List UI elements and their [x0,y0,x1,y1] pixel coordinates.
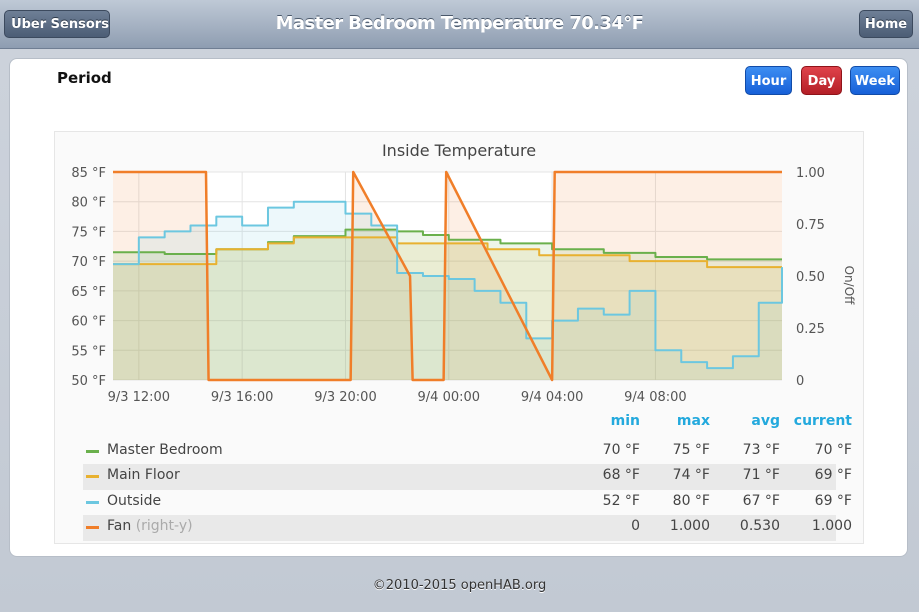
series-lines [113,170,783,382]
legend-avg: 0.530 [739,518,780,534]
legend-min: 68 °F [602,467,640,483]
legend-avg: 71 °F [742,467,780,483]
legend-header-row: min max avg current [83,413,852,439]
legend-row-outside: Outside 52 °F 80 °F 67 °F 69 °F [83,490,852,516]
legend-name: Main Floor [107,467,180,483]
legend-min: 70 °F [602,441,640,458]
legend-row-main-floor: Main Floor 68 °F 74 °F 71 °F 69 °F [83,464,852,490]
legend-current: 1.000 [811,518,852,534]
chart-card: Period Hour Day Week Inside Temperature … [9,58,908,557]
x-tick-label: 9/4 04:00 [521,390,584,405]
series-area-main-floor [113,237,782,380]
series-area-master-bedroom [113,229,782,380]
legend-swatch [86,475,99,478]
legend-name: Outside [107,492,162,509]
y-right-tick-label: 0.25 [796,322,825,337]
legend-table: min max avg current Master Bedroom 70 °F… [83,413,852,541]
legend-header-max: max [676,413,710,429]
legend-max: 80 °F [672,492,710,509]
back-button[interactable]: Uber Sensors [4,10,110,38]
y-right-tick-label: 0.50 [796,270,825,285]
page-title: Master Bedroom Temperature 70.34°F [275,13,644,34]
legend-row-master-bedroom: Master Bedroom 70 °F 75 °F 73 °F 70 °F [83,439,852,465]
y-left-tick-label: 80 °F [71,196,106,211]
y-left-tick-label: 50 °F [71,374,106,389]
legend-min: 52 °F [602,492,640,509]
y-left-tick-label: 65 °F [71,285,106,300]
right-axis-label: On/Off [842,266,856,306]
x-tick-label: 9/4 08:00 [624,390,687,405]
x-tick-label: 9/3 20:00 [314,390,377,405]
x-tick-label: 9/3 16:00 [211,390,274,405]
legend-swatch [86,526,99,529]
legend-header-min: min [610,413,640,429]
legend-name: Master Bedroom [107,441,223,458]
home-button[interactable]: Home [859,10,913,38]
period-hour-button[interactable]: Hour [745,66,792,95]
y-left-tick-label: 75 °F [71,225,106,240]
chart-container: Inside Temperature On/Off 50 °F 55 °F 60 °… [54,131,864,544]
legend-avg: 73 °F [742,441,780,458]
legend-min: 0 [631,518,640,534]
legend-row-fan: Fan (right-y) 0 1.000 0.530 1.000 [83,515,852,541]
legend-current: 69 °F [814,492,852,509]
x-tick-label: 9/4 00:00 [418,390,481,405]
legend-avg: 67 °F [742,492,780,509]
legend-swatch [86,449,99,453]
legend-name: Fan (right-y) [107,518,193,534]
legend-header-avg: avg [751,413,780,429]
legend-max: 75 °F [672,441,710,458]
y-left-tick-label: 55 °F [71,344,106,359]
period-label: Period [57,69,112,87]
legend-header-current: current [793,413,852,429]
series-line-outside [113,200,783,370]
temperature-chart: Inside Temperature On/Off 50 °F 55 °F 60 °… [71,141,856,405]
legend-current: 70 °F [814,441,852,458]
series-area-outside [113,201,782,380]
period-week-button[interactable]: Week [850,66,900,95]
x-tick-label: 9/3 12:00 [108,390,171,405]
top-toolbar: Master Bedroom Temperature 70.34°F Uber … [0,0,919,49]
period-day-button[interactable]: Day [801,66,842,95]
axis-labels: 50 °F 55 °F 60 °F 65 °F 70 °F 75 °F 80 °F 85 °F… [71,166,825,405]
y-left-tick-label: 70 °F [71,255,106,270]
y-right-tick-label: 0 [796,374,804,389]
y-left-tick-label: 60 °F [71,315,106,330]
y-right-tick-label: 1.00 [796,166,825,181]
legend-current: 69 °F [814,467,852,483]
series-line-fan [113,170,782,382]
footer-copyright: ©2010-2015 openHAB.org [372,578,547,593]
y-right-tick-label: 0.75 [796,218,825,233]
legend-swatch [86,500,99,504]
y-left-tick-label: 85 °F [71,166,106,181]
series-line-main-floor [113,236,782,269]
chart-title: Inside Temperature [382,141,536,160]
legend-max: 74 °F [672,467,710,483]
legend-max: 1.000 [669,518,710,534]
